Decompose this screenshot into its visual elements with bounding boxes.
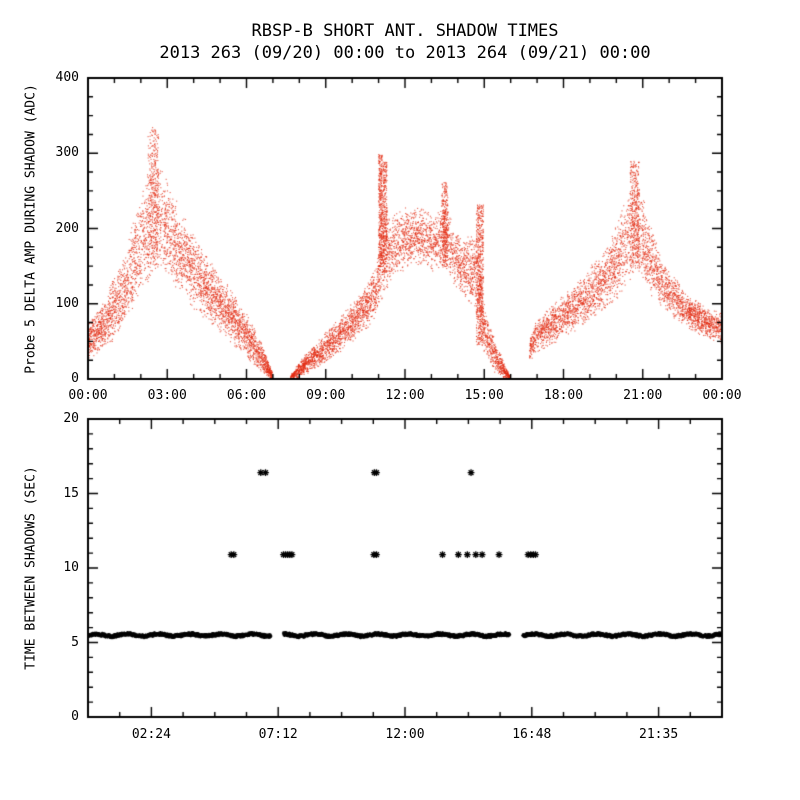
y-tick-label-top: 300: [55, 145, 79, 161]
y-tick-label-top: 400: [55, 70, 79, 85]
x-tick-label-top: 03:00: [147, 388, 187, 403]
chart-title: RBSP-B SHORT ANT. SHADOW TIMES: [251, 21, 559, 41]
y-tick-label-bottom: 15: [63, 485, 79, 501]
x-tick-label-top: 00:00: [702, 388, 742, 403]
x-tick-label-bottom: 12:00: [385, 727, 425, 742]
x-tick-label-bottom: 21:35: [639, 727, 679, 742]
y-tick-label-bottom: 0: [71, 709, 79, 724]
x-tick-label-top: 15:00: [464, 388, 504, 403]
y-tick-label-top: 100: [55, 295, 79, 311]
y-tick-label-top: 200: [55, 220, 79, 236]
x-tick-label-bottom: 16:48: [512, 727, 552, 742]
x-tick-label-top: 21:00: [623, 388, 663, 403]
y-axis-label-bottom: TIME BETWEEN SHADOWS (SEC): [23, 466, 39, 670]
x-tick-label-top: 06:00: [226, 388, 267, 403]
y-tick-label-bottom: 20: [63, 411, 79, 426]
x-tick-label-bottom: 07:12: [258, 727, 298, 742]
x-tick-label-top: 18:00: [543, 388, 584, 403]
y-tick-label-top: 0: [71, 371, 79, 386]
y-tick-label-bottom: 10: [63, 560, 79, 575]
y-axis-label-top: Probe 5 DELTA AMP DURING SHADOW (ADC): [23, 84, 39, 374]
x-tick-label-top: 12:00: [385, 388, 425, 403]
x-tick-label-top: 00:00: [68, 388, 108, 403]
x-tick-label-bottom: 02:24: [131, 727, 171, 742]
x-tick-label-top: 09:00: [306, 388, 346, 403]
y-tick-label-bottom: 5: [71, 634, 79, 650]
chart-subtitle: 2013 263 (09/20) 00:00 to 2013 264 (09/2…: [159, 43, 651, 63]
